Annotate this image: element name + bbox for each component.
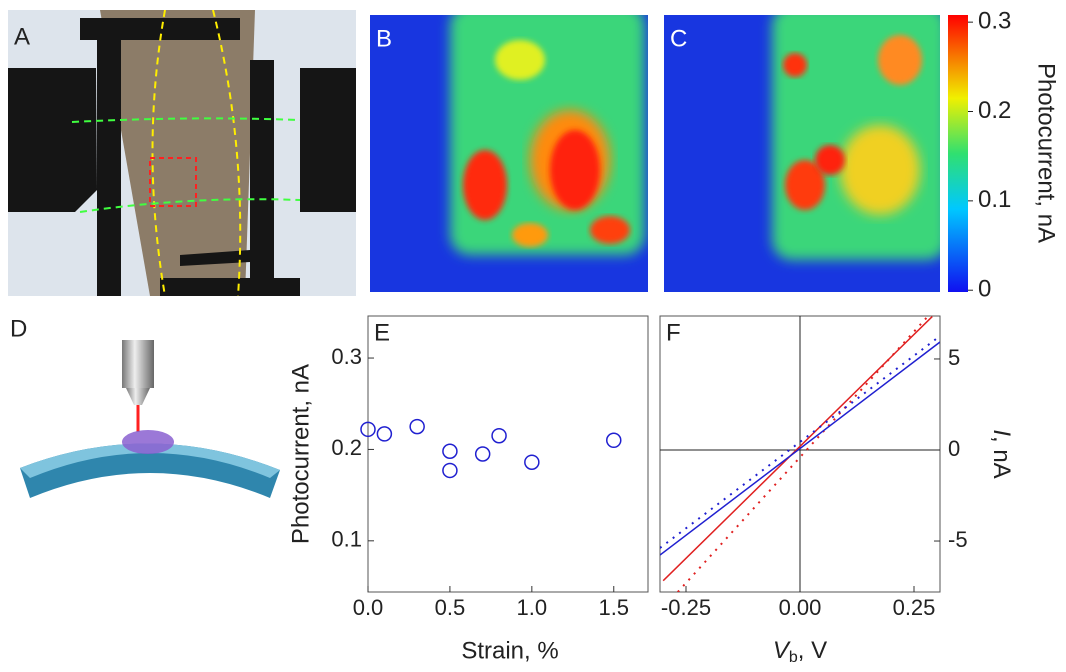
- micrograph: [149, 157, 197, 207]
- panel-label: F: [666, 319, 681, 346]
- x-tick-label: 0.5: [435, 595, 466, 620]
- panel-label: A: [14, 23, 30, 50]
- x-tick-label: 0.25: [893, 595, 936, 620]
- colorbar: [948, 15, 968, 292]
- y-tick-label: 0.2: [331, 435, 362, 460]
- x-tick-label: 1.0: [517, 595, 548, 620]
- heatmap: [815, 145, 845, 175]
- micrograph: [80, 18, 240, 40]
- colorbar-tick-label: 0.2: [978, 97, 1011, 124]
- y-axis-label: I, nA: [988, 429, 1015, 478]
- illustration: [20, 340, 280, 498]
- micrograph: [100, 10, 255, 296]
- heatmap: [878, 35, 922, 85]
- colorbar-tick-label: 0.1: [978, 186, 1011, 213]
- micrograph: [79, 198, 301, 213]
- y-tick-label: 0.1: [331, 527, 362, 552]
- x-tick-label: -0.25: [661, 595, 711, 620]
- x-tick-label: 0.0: [353, 595, 384, 620]
- micrograph: [212, 10, 242, 296]
- panel-label: C: [670, 25, 687, 52]
- x-axis-label: Strain, %: [461, 637, 558, 664]
- label-part: , nA: [988, 436, 1015, 479]
- heatmap: [463, 150, 507, 220]
- label-part: I: [988, 429, 1015, 436]
- micrograph: [8, 10, 356, 296]
- heatmap: [783, 53, 807, 77]
- panel-label: B: [376, 25, 392, 52]
- x-axis-label: Vb, V: [773, 637, 827, 666]
- illustration: [122, 340, 154, 388]
- heatmap: [550, 130, 600, 210]
- micrograph: [97, 40, 121, 296]
- micrograph: [71, 117, 301, 123]
- heatmap: [590, 216, 630, 244]
- micrograph: [300, 68, 356, 212]
- x-tick-label: 1.5: [598, 595, 629, 620]
- micrograph: [151, 10, 166, 296]
- heatmap: [785, 160, 825, 210]
- y-tick-label: -5: [948, 527, 968, 552]
- colorbar-tick-label: 0: [978, 276, 991, 303]
- micrograph: [8, 68, 97, 212]
- data-point: [442, 443, 458, 460]
- y-tick-label: 0: [948, 436, 960, 461]
- label-part: b: [789, 649, 798, 666]
- data-point: [474, 446, 491, 462]
- data-line: [662, 316, 933, 582]
- micrograph: [160, 278, 300, 296]
- micrograph: [180, 250, 250, 266]
- data-point: [606, 432, 622, 449]
- colorbar-tick-label: 0.3: [978, 7, 1011, 34]
- heatmap: [512, 223, 548, 247]
- x-tick-label: 0.00: [779, 595, 822, 620]
- data-point: [524, 454, 540, 470]
- heatmap: [840, 125, 920, 215]
- label-part: , V: [798, 637, 827, 664]
- heatmap: [664, 15, 940, 292]
- y-axis-label: Photocurrent, nA: [287, 364, 314, 544]
- data-point: [360, 421, 376, 438]
- data-point: [491, 427, 507, 444]
- label-part: V: [773, 637, 791, 664]
- y-tick-label: 0.3: [331, 344, 362, 369]
- panel-label: D: [10, 315, 27, 342]
- y-tick-label: 5: [948, 345, 960, 370]
- colorbar-label: Photocurrent, nA: [1033, 63, 1060, 243]
- data-point: [409, 418, 425, 435]
- heatmap: [495, 40, 545, 80]
- illustration: [122, 430, 174, 454]
- panel-label: E: [374, 319, 390, 346]
- data-point: [376, 426, 393, 442]
- data-line: [660, 341, 940, 556]
- illustration: [126, 388, 150, 405]
- plot-frame: [367, 315, 649, 593]
- heatmap: [370, 15, 648, 292]
- micrograph: [250, 60, 274, 296]
- data-point: [442, 462, 458, 479]
- illustration: [20, 443, 280, 478]
